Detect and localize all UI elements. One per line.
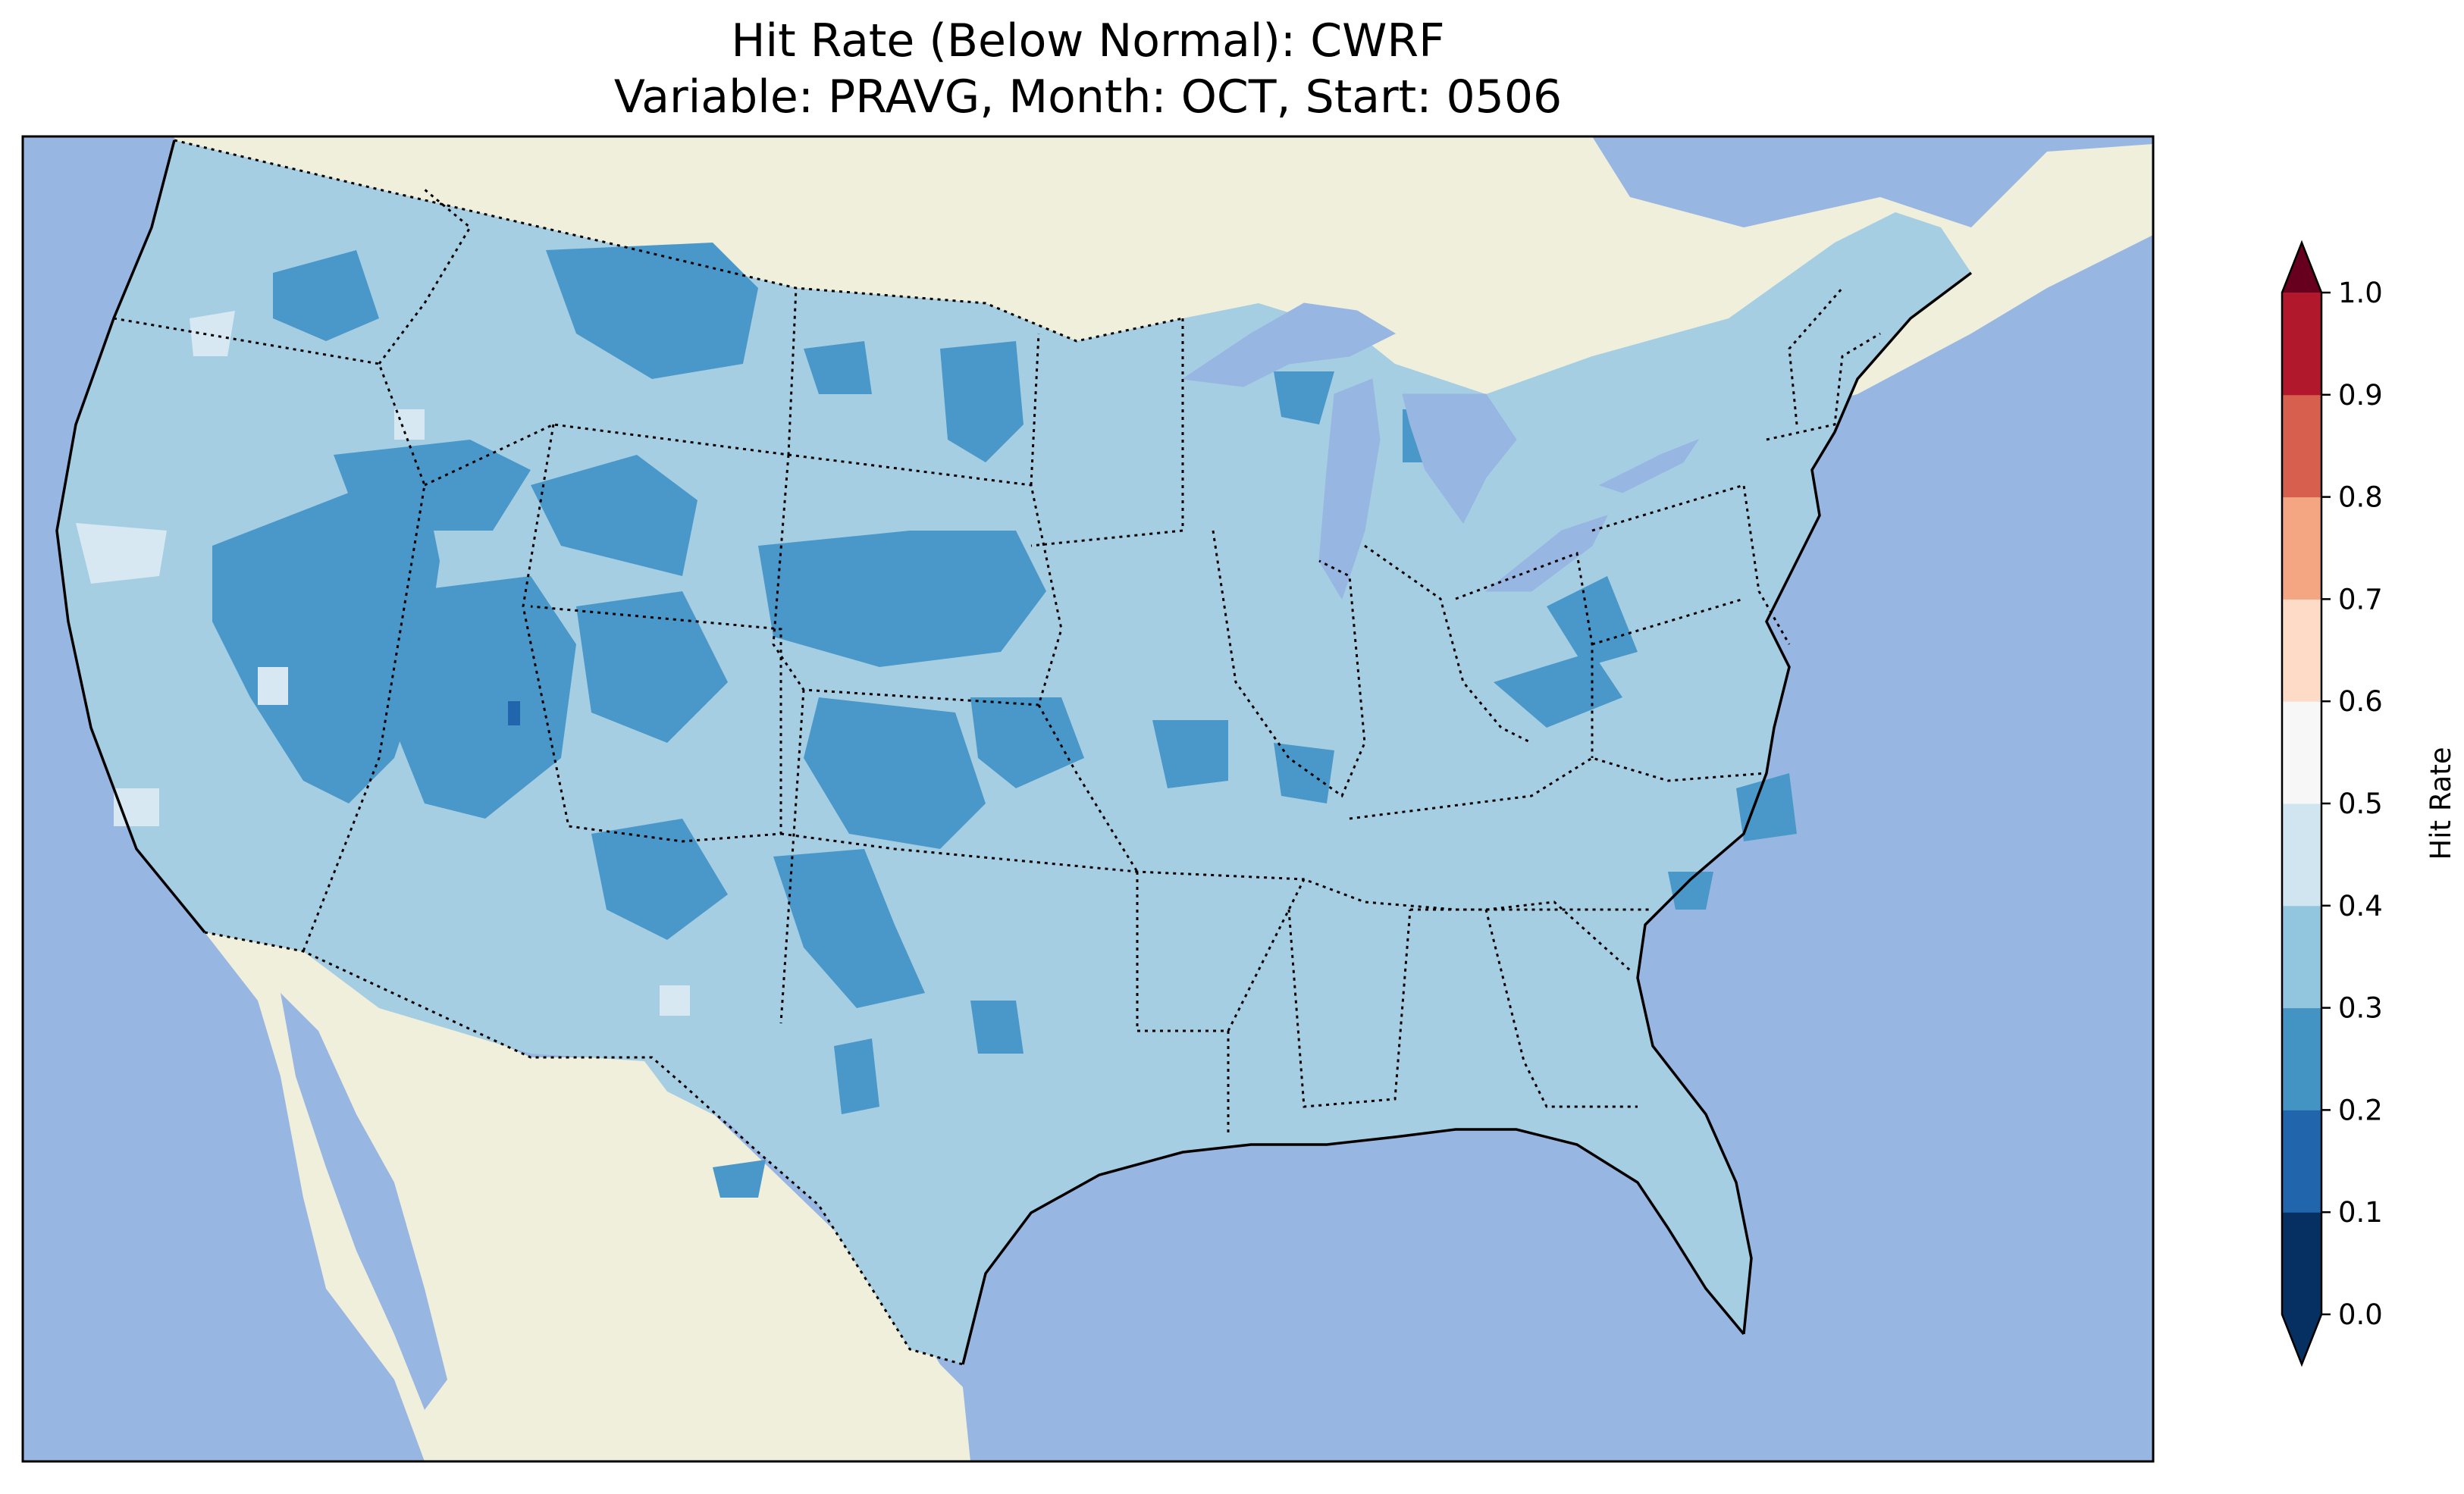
colorbar-swatch [2282, 394, 2321, 498]
colorbar-swatch [2282, 496, 2321, 600]
hit-rate-0.1-0.2-cell [508, 701, 520, 725]
hit-rate-0.2-0.3-regions [212, 243, 1797, 1198]
colorbar: 0.0 0.1 0.2 0.3 0.4 0.5 0.6 0.7 0.8 0.9 1.0 Hit Ra… [2281, 240, 2457, 1367]
colorbar-label: Hit Rate [2425, 747, 2457, 860]
colorbar-swatch [2282, 1212, 2321, 1315]
colorbar-tick-label: 0.8 [2338, 481, 2383, 514]
baja-gulf [281, 993, 447, 1410]
mexico-gulf-water [970, 1122, 1820, 1461]
colorbar-tick-label: 0.9 [2338, 379, 2383, 412]
colorbar-tick-label: 0.5 [2338, 788, 2383, 820]
map-subtitle: Variable: PRAVG, Month: OCT, Start: 0506 [613, 70, 1563, 124]
colorbar-tick-label: 0.2 [2338, 1094, 2383, 1126]
west-coastline [55, 139, 206, 934]
colorbar-under-triangle [2282, 1314, 2321, 1364]
colorbar-tick-label: 0.7 [2338, 583, 2383, 615]
colorbar-tick-label: 0.3 [2338, 992, 2383, 1025]
colorbar-tick-label: 0.1 [2338, 1196, 2383, 1229]
colorbar-swatch [2282, 1110, 2321, 1213]
map-panel [21, 135, 2155, 1463]
colorbar-tick-label: 0.0 [2338, 1298, 2383, 1331]
east-coastline [1636, 271, 1973, 1335]
colorbar-tick-label: 0.4 [2338, 890, 2383, 922]
map-title: Hit Rate (Below Normal): CWRF [731, 14, 1445, 67]
hit-rate-0.4-0.5-regions [76, 311, 690, 1016]
colorbar-swatch [2282, 803, 2321, 907]
gulf-coastline [961, 1128, 1745, 1365]
colorbar-tick-label: 0.6 [2338, 685, 2383, 718]
colorbar-swatch [2282, 701, 2321, 804]
colorbar-over-triangle [2282, 243, 2321, 293]
great-lakes [1181, 302, 1700, 600]
state-borders [113, 139, 1881, 1366]
map-frame [21, 135, 2155, 1463]
colorbar-swatch [2282, 293, 2321, 396]
colorbar-swatch [2282, 905, 2321, 1009]
colorbar-tick-label: 1.0 [2338, 277, 2383, 309]
colorbar-swatch [2282, 1007, 2321, 1110]
colorbar-swatch [2282, 599, 2321, 702]
